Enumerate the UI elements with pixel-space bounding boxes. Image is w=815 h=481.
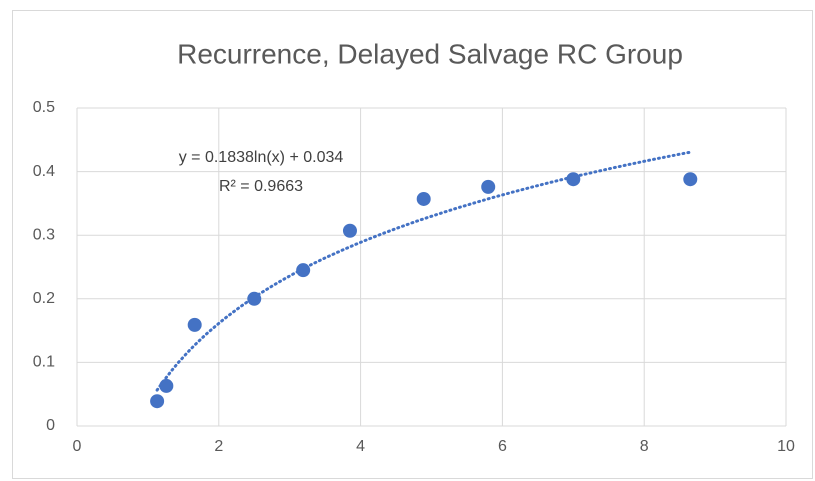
- y-tick-label: 0: [46, 417, 55, 434]
- x-tick-label: 6: [498, 438, 507, 455]
- point: [683, 172, 698, 187]
- chart-border: [12, 10, 813, 479]
- x-tick-label: 2: [214, 438, 223, 455]
- y-tick-label: 0.4: [33, 163, 55, 180]
- x-tick-label: 8: [640, 438, 649, 455]
- point: [159, 378, 174, 393]
- point: [150, 394, 165, 409]
- point: [342, 223, 357, 238]
- point: [247, 291, 262, 306]
- y-tick-label: 0.3: [33, 226, 55, 243]
- plot: [150, 150, 698, 409]
- y-tick-label: 0.1: [33, 354, 55, 371]
- point: [481, 179, 496, 194]
- x-tick-label: 4: [356, 438, 365, 455]
- y-tick-label: 0.2: [33, 290, 55, 307]
- y-tick-label: 0.5: [33, 99, 55, 116]
- point: [566, 172, 581, 187]
- trendline: [155, 150, 692, 392]
- chart-title: Recurrence, Delayed Salvage RC Group: [177, 38, 683, 69]
- x-tick-label: 0: [73, 438, 82, 455]
- x-tick-label: 10: [777, 438, 795, 455]
- point: [187, 317, 202, 332]
- point: [296, 263, 311, 278]
- trendline-r2: R² = 0.9663: [219, 178, 303, 195]
- point: [416, 191, 431, 206]
- trendline-equation: y = 0.1838ln(x) + 0.034: [179, 149, 344, 166]
